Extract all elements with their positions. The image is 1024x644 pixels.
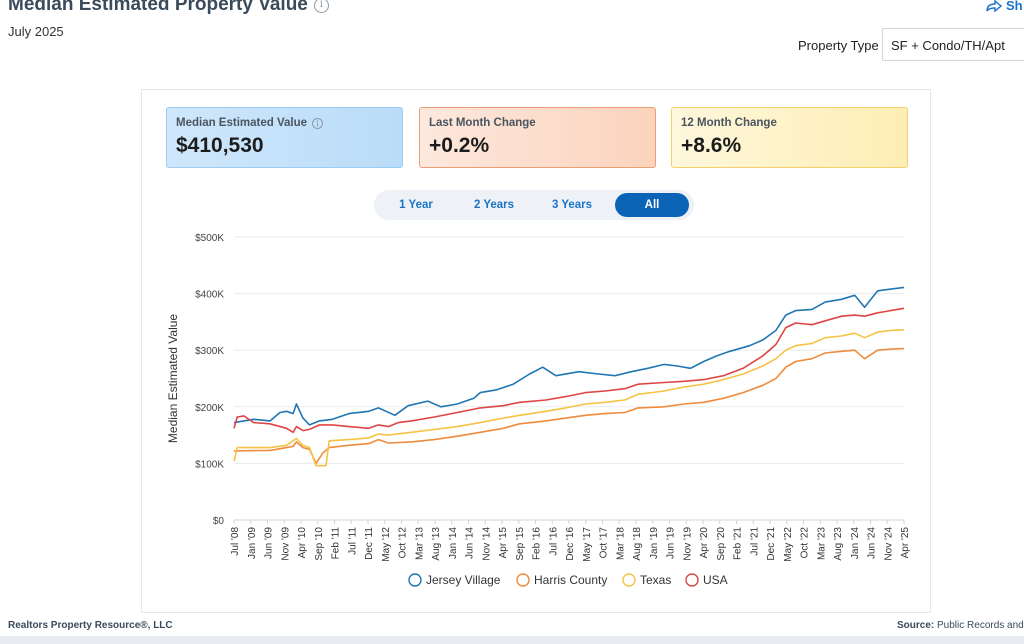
x-tick-label: Mar '18 — [615, 527, 626, 560]
page-title-text: Median Estimated Property Value — [8, 0, 308, 15]
x-tick-label: Mar '23 — [816, 527, 827, 560]
stat-label: Median Estimated Value — [176, 117, 308, 129]
x-tick-label: Sep '15 — [515, 527, 526, 561]
legend-marker — [622, 573, 636, 587]
x-tick-label: Apr '15 — [498, 527, 509, 559]
range-tabs: 1 Year 2 Years 3 Years All — [374, 190, 694, 220]
x-tick-label: Nov '14 — [481, 527, 492, 561]
info-icon[interactable]: i — [313, 0, 329, 13]
legend-marker — [685, 573, 699, 587]
x-tick-label: Jan '19 — [649, 527, 660, 559]
tab-all[interactable]: All — [615, 193, 689, 217]
info-icon[interactable]: i — [312, 117, 324, 129]
y-tick-label: $300K — [195, 346, 224, 357]
x-tick-label: Aug '18 — [632, 527, 643, 561]
x-tick-label: Dec '16 — [565, 527, 576, 561]
x-tick-label: Jul '21 — [749, 527, 760, 556]
y-tick-label: $100K — [195, 459, 224, 470]
x-tick-label: Aug '23 — [833, 527, 844, 561]
x-tick-label: May '12 — [381, 527, 392, 562]
series-line-jersey-village — [233, 286, 905, 426]
y-axis-label: Median Estimated Value — [166, 314, 180, 444]
x-tick-label: Dec '11 — [364, 527, 375, 560]
share-button[interactable]: Sh — [986, 0, 1023, 13]
share-label: Sh — [1006, 0, 1023, 13]
series-line-harris-county — [233, 347, 905, 465]
x-tick-label: Mar '13 — [414, 527, 425, 560]
x-tick-label: Apr '10 — [297, 527, 308, 559]
x-tick-label: Jul '08 — [230, 527, 241, 556]
stat-12-month-change: 12 Month Change +8.6% — [671, 107, 908, 168]
stat-median-value: Median Estimated Value i $410,530 — [166, 107, 403, 168]
x-tick-label: Feb '11 — [331, 527, 342, 560]
legend-marker — [516, 573, 530, 587]
x-tick-label: Jan '24 — [850, 527, 861, 559]
x-tick-label: Jun '14 — [465, 527, 476, 559]
footer-source: Source: Public Records and — [897, 620, 1024, 631]
x-tick-label: Jul '11 — [347, 527, 358, 555]
legend-label: USA — [703, 573, 728, 587]
tab-1-year[interactable]: 1 Year — [399, 199, 433, 211]
stat-value: +8.6% — [681, 134, 742, 157]
x-tick-label: Apr '25 — [900, 527, 911, 559]
x-tick-label: Jan '14 — [448, 527, 459, 559]
x-tick-label: Feb '16 — [532, 527, 543, 560]
x-tick-label: Apr '20 — [699, 527, 710, 559]
legend-label: Harris County — [534, 573, 607, 587]
page-title: Median Estimated Property Value i — [8, 0, 329, 16]
x-tick-label: Jul '16 — [548, 527, 559, 556]
x-tick-label: Jun '24 — [867, 527, 878, 559]
stat-label: Last Month Change — [429, 117, 536, 129]
x-tick-label: Sep '10 — [314, 527, 325, 561]
x-tick-label: Aug '13 — [431, 527, 442, 561]
x-tick-label: Jan '09 — [247, 527, 258, 559]
stat-value: $410,530 — [176, 134, 264, 157]
y-tick-label: $500K — [195, 233, 224, 244]
y-tick-label: $0 — [213, 516, 225, 527]
x-tick-label: Dec '21 — [766, 527, 777, 561]
x-tick-label: Nov '24 — [883, 527, 894, 561]
series-line-texas — [233, 329, 905, 467]
stat-last-month-change: Last Month Change +0.2% — [419, 107, 656, 168]
chart-card: Median Estimated Value i $410,530 Last Mo… — [141, 89, 931, 613]
property-type-select[interactable]: SF + Condo/TH/Apt — [882, 28, 1024, 61]
x-tick-label: May '22 — [783, 527, 794, 562]
legend-label: Texas — [640, 573, 671, 587]
x-tick-label: Oct '12 — [398, 527, 409, 559]
y-tick-label: $400K — [195, 290, 224, 301]
source-label: Source: — [897, 620, 935, 631]
footer-copyright: Realtors Property Resource®, LLC — [8, 620, 173, 631]
x-tick-label: Feb '21 — [733, 527, 744, 560]
x-tick-label: May '17 — [582, 527, 593, 562]
legend-marker — [408, 573, 422, 587]
source-text: Public Records and — [937, 620, 1024, 631]
x-tick-label: Jun '19 — [666, 527, 677, 559]
y-tick-label: $200K — [195, 403, 224, 414]
tab-3-years[interactable]: 3 Years — [551, 199, 593, 211]
stat-label: 12 Month Change — [681, 117, 777, 129]
legend-label: Jersey Village — [426, 573, 501, 587]
property-type-label: Property Type — [798, 38, 879, 53]
page-subtitle: July 2025 — [8, 24, 64, 39]
x-tick-label: Nov '19 — [682, 527, 693, 561]
share-icon — [986, 0, 1002, 12]
x-tick-label: Oct '17 — [599, 527, 610, 559]
x-tick-label: Nov '09 — [280, 527, 291, 561]
x-tick-label: Oct '22 — [800, 527, 811, 559]
x-tick-label: Sep '20 — [716, 527, 727, 561]
bottom-bar — [0, 636, 1024, 644]
line-chart: $0 $100K $200K $300K $400K $500K Median Estima… — [166, 233, 911, 587]
stat-value: +0.2% — [429, 134, 490, 157]
tab-2-years[interactable]: 2 Years — [473, 199, 515, 211]
x-tick-label: Jun '09 — [264, 527, 275, 559]
series-line-usa — [233, 307, 905, 434]
